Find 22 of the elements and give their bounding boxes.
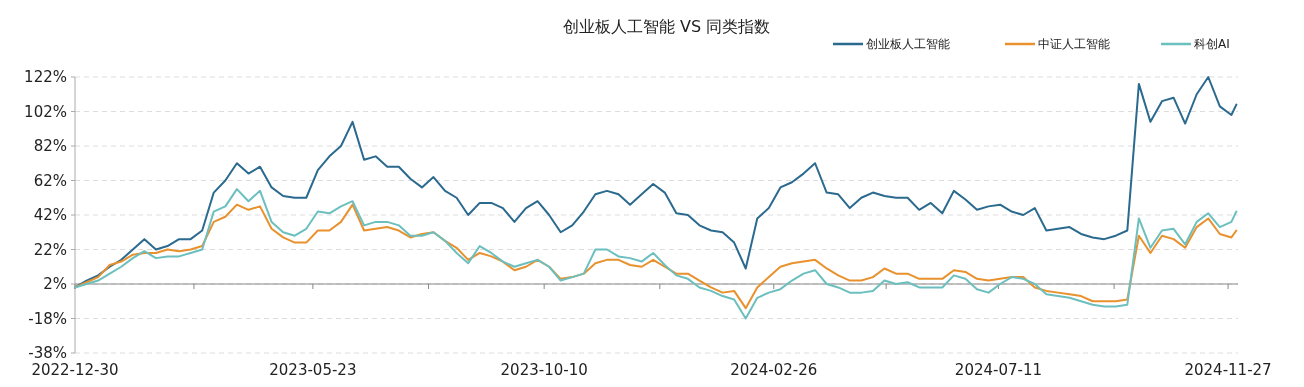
line-series bbox=[74, 76, 1238, 289]
x-tick-label: 2023-10-10 bbox=[500, 361, 588, 379]
line-series bbox=[74, 203, 1238, 310]
x-tick-label: 2022-12-30 bbox=[31, 361, 119, 379]
y-tick-label: 2% bbox=[43, 275, 67, 294]
chart-title: 创业板人工智能 VS 同类指数 bbox=[562, 17, 771, 36]
y-tick-label: 62% bbox=[33, 171, 67, 190]
legend-label: 创业板人工智能 bbox=[866, 37, 950, 52]
y-tick-label: 122% bbox=[24, 68, 67, 87]
x-tick-label: 2024-11-27 bbox=[1184, 361, 1272, 379]
y-tick-label: 82% bbox=[33, 137, 67, 156]
y-tick-label: -18% bbox=[28, 309, 67, 328]
y-tick-label: 102% bbox=[24, 102, 67, 121]
x-tick-label: 2023-05-23 bbox=[269, 361, 357, 379]
y-tick-label: -38% bbox=[28, 344, 67, 363]
legend-label: 科创AI bbox=[1194, 37, 1230, 52]
legend-label: 中证人工智能 bbox=[1038, 37, 1110, 52]
y-tick-label: 22% bbox=[33, 240, 67, 259]
x-tick-label: 2024-07-11 bbox=[954, 361, 1043, 379]
line-series bbox=[74, 188, 1238, 320]
y-tick-label: 42% bbox=[33, 206, 67, 225]
x-tick-label: 2024-02-26 bbox=[730, 361, 818, 379]
